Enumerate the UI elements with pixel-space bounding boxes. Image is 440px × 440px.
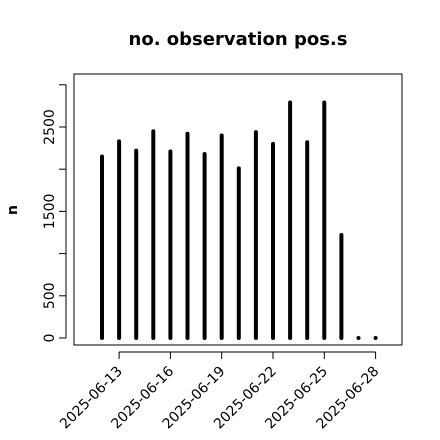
x-axis: 2025-06-132025-06-162025-06-192025-06-22…	[57, 351, 382, 432]
y-tick-label: 500	[42, 282, 58, 309]
y-axis: 0 500 1500 2500	[42, 84, 67, 343]
chart-title: no. observation pos.s	[129, 29, 348, 50]
y-tick-label: 2500	[42, 109, 58, 145]
y-tick-label: 1500	[42, 194, 58, 230]
y-axis-label: n	[5, 205, 21, 215]
bar-zero-point	[373, 336, 378, 340]
bar-zero-point	[356, 336, 361, 340]
y-tick-label: 0	[42, 334, 58, 343]
plot-frame	[73, 73, 403, 346]
bar-series	[100, 100, 378, 340]
